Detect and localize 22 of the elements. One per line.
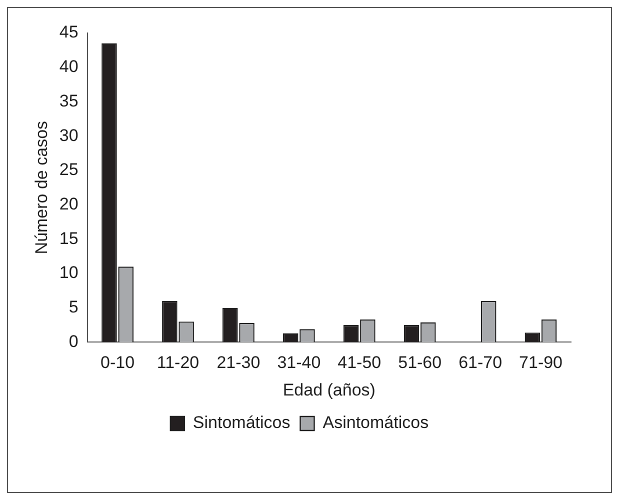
y-tick-label: 15	[59, 228, 78, 248]
y-tick-label: 45	[59, 22, 78, 42]
y-tick-label: 35	[59, 91, 78, 110]
x-tick-label: 0-10	[100, 353, 135, 372]
y-tick-label: 30	[59, 126, 78, 145]
y-tick-label: 40	[59, 57, 78, 76]
x-tick-label: 41-50	[338, 353, 382, 372]
y-tick-label: 0	[68, 332, 78, 351]
y-tick-label: 10	[59, 263, 78, 282]
x-tick-label: 31-40	[277, 353, 321, 372]
x-tick-label: 21-30	[216, 353, 260, 372]
y-tick-label: 20	[59, 194, 78, 214]
y-tick-label: 25	[59, 160, 78, 180]
y-tick-label: 5	[68, 298, 78, 317]
legend-label: Asintomáticos	[322, 413, 429, 432]
x-tick-label: 61-70	[458, 353, 502, 372]
x-tick-label: 51-60	[398, 353, 442, 372]
legend-label: Sintomáticos	[192, 413, 290, 432]
x-tick-label: 11-20	[156, 353, 200, 372]
x-axis-title: Edad (años)	[282, 380, 376, 400]
y-axis-title: Número de casos	[32, 120, 51, 254]
x-tick-label: 71-90	[519, 353, 563, 372]
